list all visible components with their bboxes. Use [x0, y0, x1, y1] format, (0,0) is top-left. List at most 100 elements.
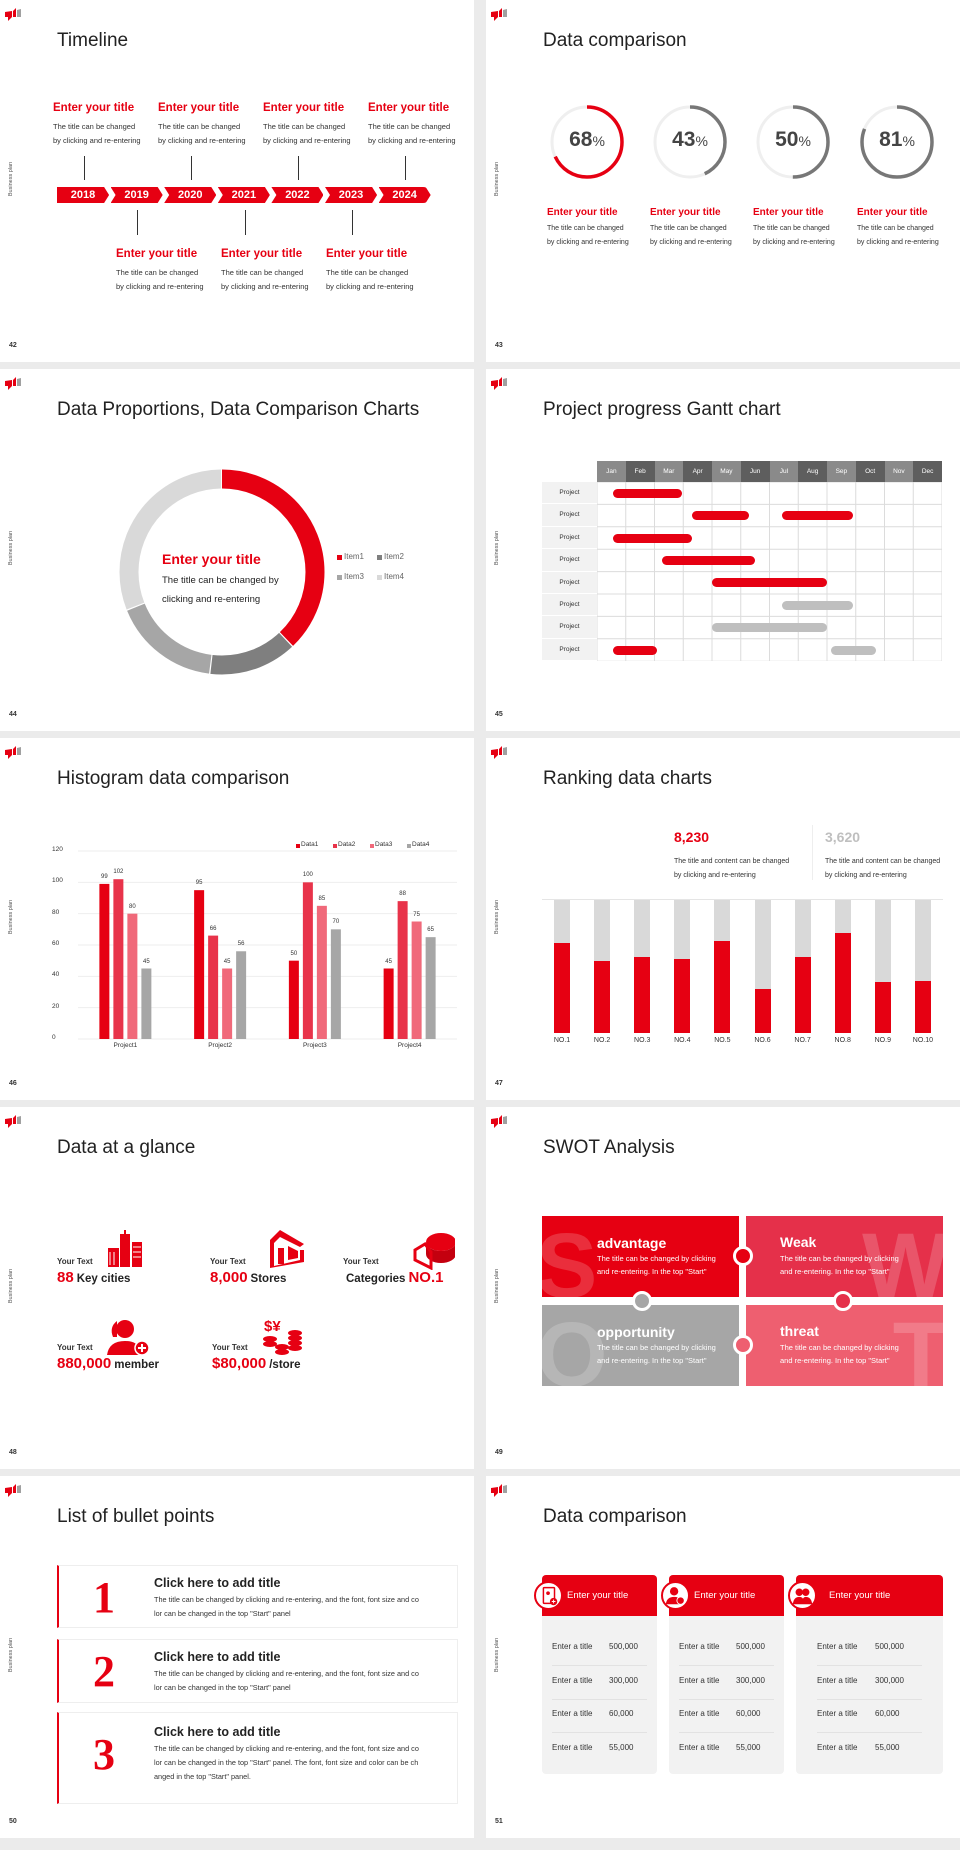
logo-mark: [503, 1116, 507, 1124]
row-label: Enter a title: [817, 1742, 858, 1752]
bullet-number: 1: [93, 1573, 115, 1622]
bar-data1: [383, 968, 394, 1039]
logo-mark: [491, 1118, 498, 1128]
logo-icon: [491, 1115, 507, 1128]
logo-mark: [17, 747, 21, 755]
connector-line: [191, 156, 192, 180]
connector-line: [405, 156, 406, 180]
stat-line: Categories NO.1: [343, 1269, 443, 1287]
y-tick-label: 0: [52, 1034, 56, 1041]
row-label: Enter a title: [817, 1675, 858, 1685]
y-tick-label: 120: [52, 846, 63, 853]
bar-data4: [425, 937, 436, 1039]
stat-value: 8,230: [674, 829, 710, 845]
logo-mark: [17, 378, 21, 386]
row-label: Project: [542, 504, 597, 527]
bullet-title[interactable]: Click here to add title: [154, 1576, 281, 1590]
legend-swatch: [370, 844, 374, 848]
progress-ring: [860, 105, 934, 179]
legend-swatch: [337, 555, 342, 560]
side-label: Business plan: [8, 1268, 14, 1304]
swot-letter: O: [542, 1305, 608, 1386]
logo-mark: [491, 1487, 498, 1497]
bar-value-label: 70: [332, 919, 340, 926]
bar-data1: [194, 890, 205, 1039]
logo-icon: [491, 377, 507, 390]
logo-mark: [17, 9, 21, 17]
row-value: 60,000: [736, 1709, 761, 1718]
event-title: Enter your title: [53, 102, 135, 114]
swot-title: advantage: [597, 1235, 667, 1251]
item-title: Enter your title: [857, 207, 928, 218]
event-title: Enter your title: [326, 248, 408, 260]
page-number: 42: [9, 342, 17, 349]
bullet-description: The title can be changed by clicking and…: [154, 1669, 419, 1678]
event-description: by clicking and re-entering: [53, 136, 141, 145]
bar-data3: [222, 968, 233, 1039]
row-value: 60,000: [609, 1709, 634, 1718]
y-tick-label: 40: [52, 971, 60, 979]
item-description: The title can be changed: [857, 225, 934, 232]
small-text: Your Text: [57, 1257, 93, 1266]
connector-line: [352, 210, 353, 235]
donut-slice-item1: [119, 469, 325, 675]
slide-ranking-chart: Business plan 47 Ranking data charts 8,230 T…: [486, 738, 960, 1100]
stat-line: $80,000/store: [212, 1355, 304, 1373]
small-text: Your Text: [57, 1343, 93, 1352]
logo-icon: [491, 746, 507, 759]
percent-value: 68: [569, 128, 593, 151]
stat-number: 88: [57, 1269, 74, 1286]
bar-value-label: 80: [129, 903, 136, 910]
logo-mark: [503, 9, 507, 17]
svg-text:$¥: $¥: [264, 1318, 281, 1335]
logo-mark: [5, 1118, 12, 1128]
slide-timeline: Business plan 42 Timeline 2018 2019 2020 2021 2…: [0, 0, 474, 362]
bullet-description: The title can be changed by clicking and…: [154, 1595, 419, 1604]
data-card: Enter your title Enter a title 500,000 Ente…: [669, 1575, 784, 1774]
row-divider: [552, 1732, 647, 1733]
row-divider: [679, 1665, 774, 1666]
logo-mark: [491, 380, 498, 390]
stat-number: NO.1: [408, 1269, 444, 1286]
row-value: 55,000: [875, 1742, 900, 1752]
logo-mark: [13, 1484, 16, 1493]
x-category-label: Project2: [208, 1042, 233, 1049]
event-description: by clicking and re-entering: [221, 282, 309, 291]
legend-label: Item4: [384, 572, 405, 581]
month-header: Jul: [769, 461, 799, 482]
logo-mark: [499, 746, 502, 755]
legend-swatch: [296, 844, 300, 848]
swot-description: and re-entering. In the top "Start": [780, 1356, 890, 1365]
row-divider: [817, 1698, 922, 1700]
swot-title: threat: [780, 1323, 819, 1339]
event-description: The title can be changed: [326, 268, 409, 277]
bullet-title[interactable]: Click here to add title: [154, 1650, 281, 1664]
card-title: Enter your title: [694, 1590, 756, 1601]
page-number: 49: [495, 1449, 503, 1456]
row-label: Enter a title: [552, 1675, 593, 1685]
logo-mark: [503, 1485, 507, 1493]
year-segment: 2022: [271, 187, 323, 203]
bullet-title[interactable]: Click here to add title: [154, 1725, 281, 1739]
bar-data2: [113, 879, 124, 1039]
bar-data4: [141, 968, 152, 1039]
swot-description: The title can be changed by clicking: [597, 1254, 716, 1263]
event-description: by clicking and re-entering: [116, 282, 204, 291]
histogram-chart: [78, 850, 457, 1040]
item-description: by clicking and re-entering: [857, 239, 939, 246]
page-number: 43: [495, 342, 503, 349]
bullet-description: lor can be changed in the top "Start" pa…: [154, 1758, 419, 1767]
row-value: 500,000: [736, 1642, 765, 1651]
progress-ring: [756, 105, 830, 179]
y-tick-label: 80: [52, 908, 60, 916]
side-label: Business plan: [494, 161, 500, 197]
stat-number: 8,000: [210, 1269, 248, 1286]
row-value: 500,000: [875, 1642, 904, 1651]
page-number: 46: [9, 1080, 17, 1087]
rank-label: NO.3: [634, 1037, 651, 1044]
logo-mark: [499, 377, 502, 386]
event-description: The title can be changed: [368, 122, 451, 131]
year-segment: 2023: [325, 187, 377, 203]
item-description: The title can be changed: [753, 225, 830, 232]
percent-value: 81: [879, 128, 903, 151]
